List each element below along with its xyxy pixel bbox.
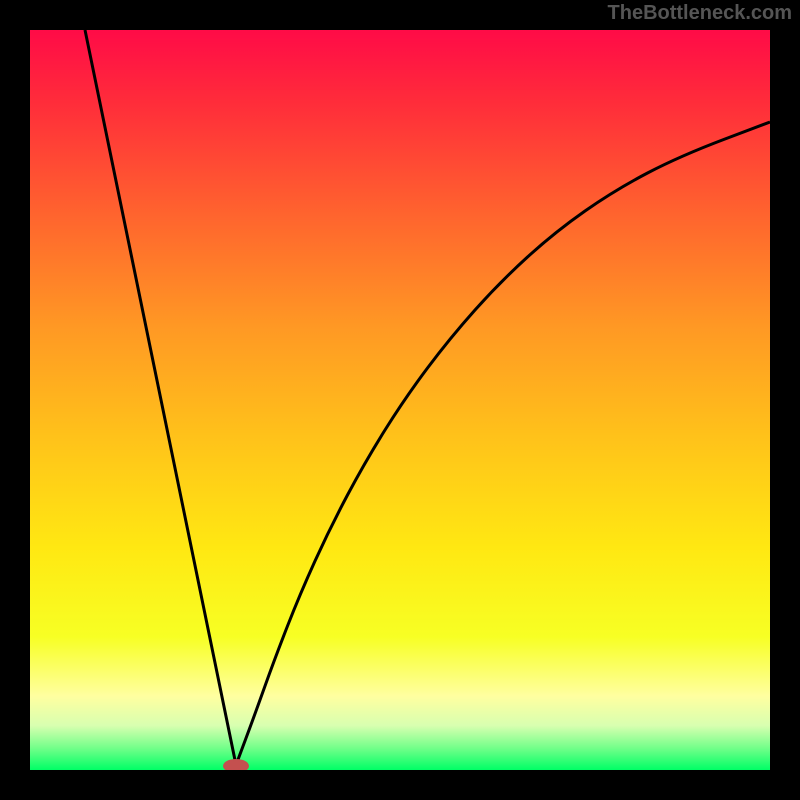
plot-area xyxy=(30,30,770,770)
bottleneck-curve xyxy=(85,30,770,765)
min-marker xyxy=(223,759,249,770)
watermark-text: TheBottleneck.com xyxy=(608,2,792,25)
curve-layer xyxy=(30,30,770,770)
chart-container: TheBottleneck.com xyxy=(0,0,800,800)
